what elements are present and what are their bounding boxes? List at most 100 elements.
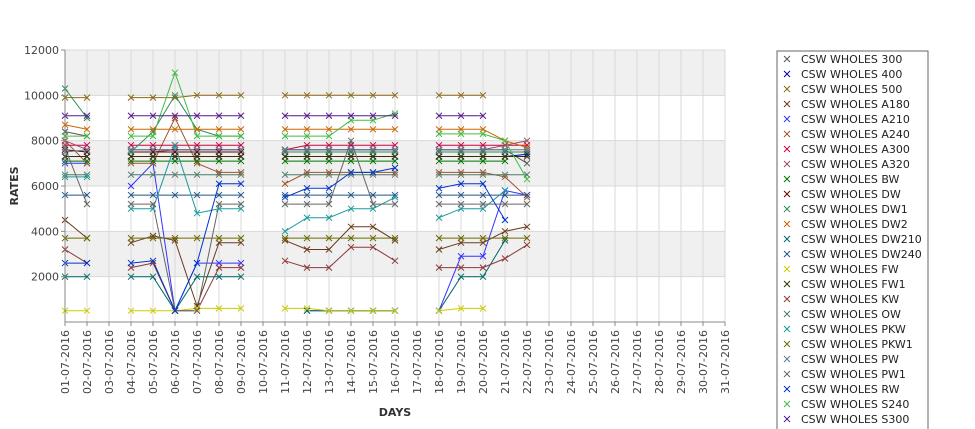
data-point <box>83 173 91 181</box>
data-point <box>193 91 201 99</box>
data-point <box>171 91 179 99</box>
data-point <box>325 171 333 179</box>
data-point <box>303 214 311 222</box>
data-point <box>369 169 377 176</box>
data-point <box>435 153 443 160</box>
data-point <box>281 193 289 201</box>
x-tick-label: 05-07-2016 <box>147 330 160 394</box>
data-point <box>83 259 91 267</box>
data-point <box>325 234 333 242</box>
data-point <box>479 130 487 138</box>
data-point <box>149 234 157 242</box>
data-point <box>325 125 333 133</box>
data-point <box>281 125 289 133</box>
data-point <box>149 94 157 101</box>
legend-marker <box>783 235 791 243</box>
x-tick-label: 07-07-2016 <box>191 330 204 394</box>
x-tick-label: 16-07-2016 <box>389 330 402 394</box>
data-point <box>369 200 377 208</box>
data-point <box>303 307 311 315</box>
data-point <box>435 200 443 208</box>
data-point <box>215 146 223 154</box>
data-point <box>215 305 223 312</box>
data-point <box>435 169 443 176</box>
legend-label: CSW WHOLES BW <box>801 173 900 186</box>
data-point <box>215 264 223 271</box>
data-point <box>523 153 531 160</box>
data-point <box>523 193 531 201</box>
data-point <box>237 180 245 188</box>
data-point <box>281 132 289 140</box>
data-point <box>457 169 465 176</box>
data-point <box>347 234 355 242</box>
data-point <box>193 259 201 267</box>
data-point <box>127 125 135 133</box>
data-point <box>171 125 179 133</box>
data-point <box>391 171 399 179</box>
data-point <box>391 125 399 133</box>
legend-label: CSW WHOLES A320 <box>801 158 910 171</box>
data-point <box>303 200 311 208</box>
data-point <box>523 234 531 242</box>
legend-label: CSW WHOLES FW1 <box>801 278 906 291</box>
data-point <box>347 191 355 199</box>
data-point <box>523 191 531 199</box>
data-point <box>237 234 245 242</box>
data-point <box>347 171 355 179</box>
data-point <box>391 200 399 208</box>
legend-marker <box>783 355 791 363</box>
data-point <box>215 169 223 176</box>
data-point <box>149 273 157 281</box>
data-point <box>391 237 399 244</box>
legend-marker <box>783 325 791 333</box>
x-tick-label: 31-07-2016 <box>719 330 732 394</box>
data-point <box>479 191 487 199</box>
data-point <box>501 173 509 181</box>
data-point <box>457 180 465 188</box>
data-point <box>501 216 509 224</box>
data-point <box>435 91 443 99</box>
data-point <box>303 246 311 253</box>
y-tick-label: 12000 <box>24 44 59 57</box>
legend-label: CSW WHOLES 500 <box>801 83 902 96</box>
legend-marker <box>783 115 791 123</box>
data-point <box>523 159 531 167</box>
legend-label: CSW WHOLES 400 <box>801 68 902 81</box>
data-point <box>171 234 179 242</box>
legend-label: CSW WHOLES PW1 <box>801 368 906 381</box>
legend-marker <box>783 190 791 198</box>
data-point <box>325 91 333 99</box>
x-tick-label: 22-07-2016 <box>521 330 534 394</box>
data-point <box>193 234 201 242</box>
data-point <box>127 307 135 315</box>
y-tick-label: 8000 <box>31 135 59 148</box>
x-tick-label: 02-07-2016 <box>81 330 94 394</box>
data-point <box>281 153 289 160</box>
data-point <box>523 137 531 145</box>
data-point <box>237 169 245 176</box>
data-point <box>215 171 223 179</box>
data-point <box>171 112 179 120</box>
legend-marker <box>783 415 791 423</box>
data-point <box>83 114 91 122</box>
legend-marker <box>783 70 791 78</box>
y-axis-title: RATES <box>8 166 21 205</box>
data-point <box>215 132 223 140</box>
data-point <box>325 264 333 271</box>
data-point <box>281 305 289 312</box>
data-point <box>83 200 91 208</box>
series-line <box>64 116 528 198</box>
data-point <box>435 112 443 120</box>
data-point <box>479 264 487 271</box>
legend-label: CSW WHOLES DW <box>801 188 901 201</box>
data-point <box>171 237 179 244</box>
data-point <box>193 153 201 160</box>
data-point <box>303 191 311 199</box>
data-point <box>479 171 487 179</box>
data-point <box>457 252 465 260</box>
x-tick-label: 06-07-2016 <box>169 330 182 394</box>
data-point <box>237 153 245 160</box>
data-point <box>215 191 223 199</box>
data-point <box>347 125 355 133</box>
